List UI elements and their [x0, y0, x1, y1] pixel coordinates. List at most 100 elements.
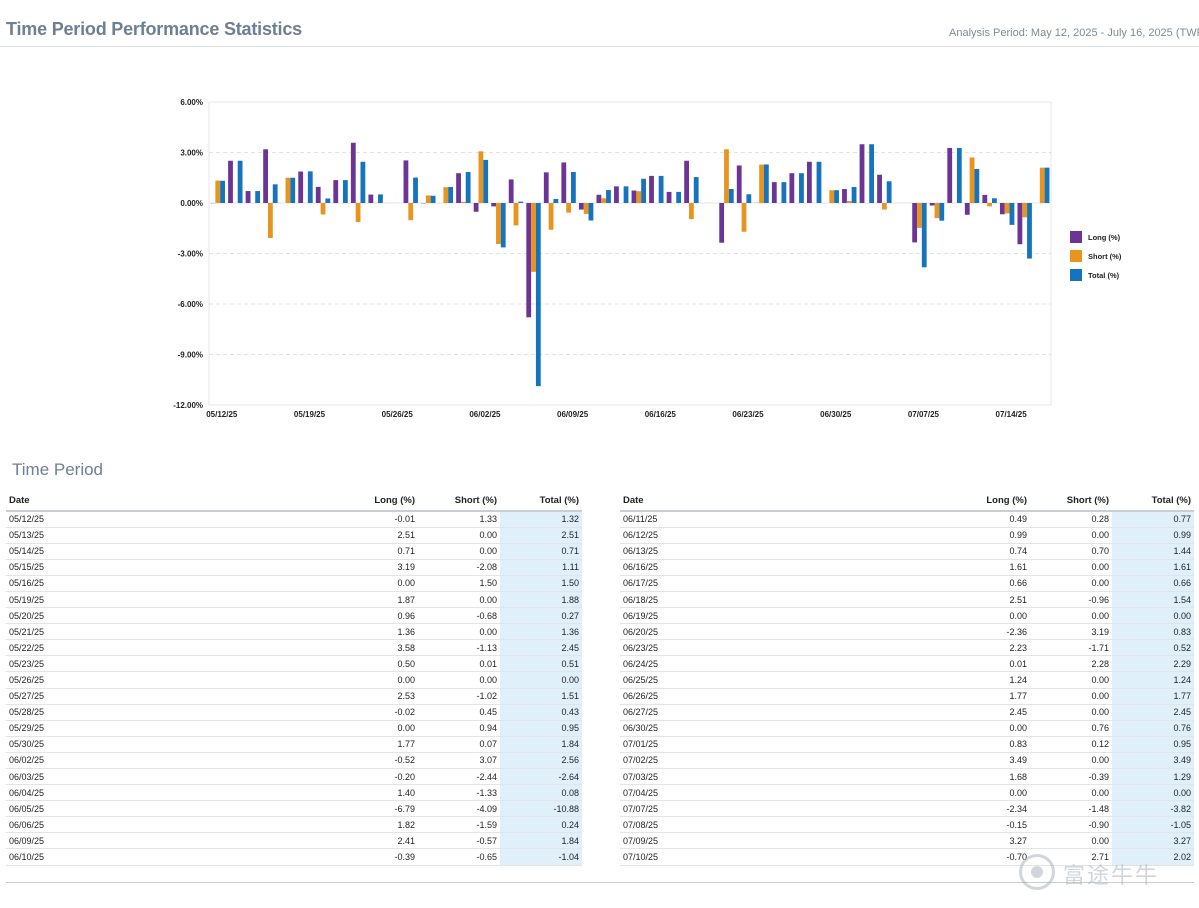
bar-total[interactable]	[220, 180, 225, 203]
bar-short[interactable]	[881, 203, 887, 210]
bar-long[interactable]	[912, 203, 918, 243]
bar-short[interactable]	[478, 151, 484, 203]
bar-total[interactable]	[606, 190, 611, 203]
bar-total[interactable]	[360, 161, 366, 203]
bar-short[interactable]	[425, 195, 431, 203]
bar-long[interactable]	[999, 203, 1005, 215]
bar-long[interactable]	[947, 147, 953, 203]
bar-total[interactable]	[641, 178, 646, 203]
bar-short[interactable]	[987, 203, 992, 207]
bar-total[interactable]	[728, 189, 734, 203]
legend-label-total[interactable]: Total (%)	[1088, 271, 1120, 280]
bar-short[interactable]	[513, 203, 519, 226]
bar-total[interactable]	[1027, 203, 1032, 259]
bar-long[interactable]	[526, 203, 532, 318]
bar-total[interactable]	[886, 181, 892, 203]
bar-long[interactable]	[842, 189, 847, 203]
bar-long[interactable]	[1017, 203, 1023, 245]
bar-long[interactable]	[456, 173, 461, 203]
bar-long[interactable]	[543, 172, 549, 203]
bar-short[interactable]	[1004, 203, 1010, 214]
column-header-long[interactable]: Long (%)	[336, 491, 418, 512]
bar-long[interactable]	[508, 179, 514, 203]
legend-label-long[interactable]: Long (%)	[1088, 233, 1121, 242]
bar-total[interactable]	[518, 201, 524, 203]
bar-total[interactable]	[974, 169, 980, 203]
bar-short[interactable]	[320, 203, 326, 215]
bar-total[interactable]	[869, 144, 875, 203]
bar-long[interactable]	[771, 182, 777, 203]
bar-long[interactable]	[228, 160, 233, 203]
bar-total[interactable]	[799, 173, 804, 203]
bar-long[interactable]	[982, 194, 988, 203]
bar-total[interactable]	[816, 161, 822, 203]
bar-total[interactable]	[658, 175, 664, 203]
bar-total[interactable]	[378, 194, 383, 203]
bar-short[interactable]	[724, 149, 729, 203]
bar-total[interactable]	[992, 198, 997, 203]
bar-total[interactable]	[413, 177, 418, 203]
bar-short[interactable]	[443, 187, 449, 203]
bar-short[interactable]	[917, 203, 922, 228]
bar-total[interactable]	[676, 191, 682, 203]
bar-long[interactable]	[789, 173, 795, 203]
bar-long[interactable]	[929, 203, 935, 206]
bar-short[interactable]	[355, 203, 361, 223]
bar-total[interactable]	[483, 159, 489, 203]
bar-short[interactable]	[460, 201, 466, 203]
bar-long[interactable]	[333, 180, 339, 203]
bar-long[interactable]	[368, 194, 374, 203]
bar-long[interactable]	[473, 203, 479, 212]
bar-total[interactable]	[325, 198, 331, 203]
column-header-short[interactable]: Short (%)	[1030, 491, 1112, 512]
column-header-date[interactable]: Date	[620, 491, 948, 512]
bar-total[interactable]	[535, 203, 541, 387]
bar-long[interactable]	[736, 165, 742, 203]
bar-short[interactable]	[934, 203, 940, 219]
bar-total[interactable]	[851, 187, 857, 203]
bar-long[interactable]	[561, 162, 567, 203]
bar-long[interactable]	[649, 175, 654, 203]
bar-long[interactable]	[298, 171, 304, 203]
bar-short[interactable]	[531, 203, 536, 272]
bar-long[interactable]	[964, 203, 970, 215]
legend-label-short[interactable]: Short (%)	[1088, 252, 1122, 261]
bar-total[interactable]	[255, 191, 261, 203]
bar-total[interactable]	[465, 172, 471, 203]
bar-total[interactable]	[956, 147, 962, 203]
bar-long[interactable]	[596, 194, 602, 203]
bar-short[interactable]	[601, 198, 607, 203]
bar-short[interactable]	[759, 164, 764, 203]
bar-total[interactable]	[781, 182, 787, 203]
bar-total[interactable]	[921, 203, 927, 268]
bar-long[interactable]	[684, 160, 689, 203]
bar-total[interactable]	[272, 184, 278, 203]
bar-long[interactable]	[315, 186, 321, 203]
bar-total[interactable]	[1009, 203, 1015, 225]
bar-long[interactable]	[877, 174, 882, 203]
bar-total[interactable]	[693, 177, 699, 203]
bar-short[interactable]	[969, 157, 975, 203]
bar-total[interactable]	[342, 180, 348, 203]
bar-total[interactable]	[448, 187, 454, 203]
column-header-date[interactable]: Date	[6, 491, 336, 512]
bar-total[interactable]	[237, 160, 243, 203]
bar-short[interactable]	[496, 203, 501, 245]
bar-short[interactable]	[548, 203, 554, 230]
bar-total[interactable]	[307, 171, 313, 203]
bar-short[interactable]	[689, 203, 694, 220]
bar-short[interactable]	[829, 190, 835, 203]
bar-short[interactable]	[285, 177, 291, 203]
bar-long[interactable]	[245, 191, 251, 203]
bar-short[interactable]	[1039, 167, 1045, 203]
bar-short[interactable]	[408, 203, 414, 221]
bar-total[interactable]	[746, 194, 752, 203]
bar-long[interactable]	[719, 203, 725, 243]
bar-total[interactable]	[290, 177, 296, 203]
bar-short[interactable]	[583, 203, 589, 214]
bar-short[interactable]	[566, 203, 571, 213]
bar-short[interactable]	[636, 191, 642, 203]
bar-total[interactable]	[553, 198, 559, 203]
bar-long[interactable]	[578, 203, 584, 210]
bar-total[interactable]	[500, 203, 506, 248]
